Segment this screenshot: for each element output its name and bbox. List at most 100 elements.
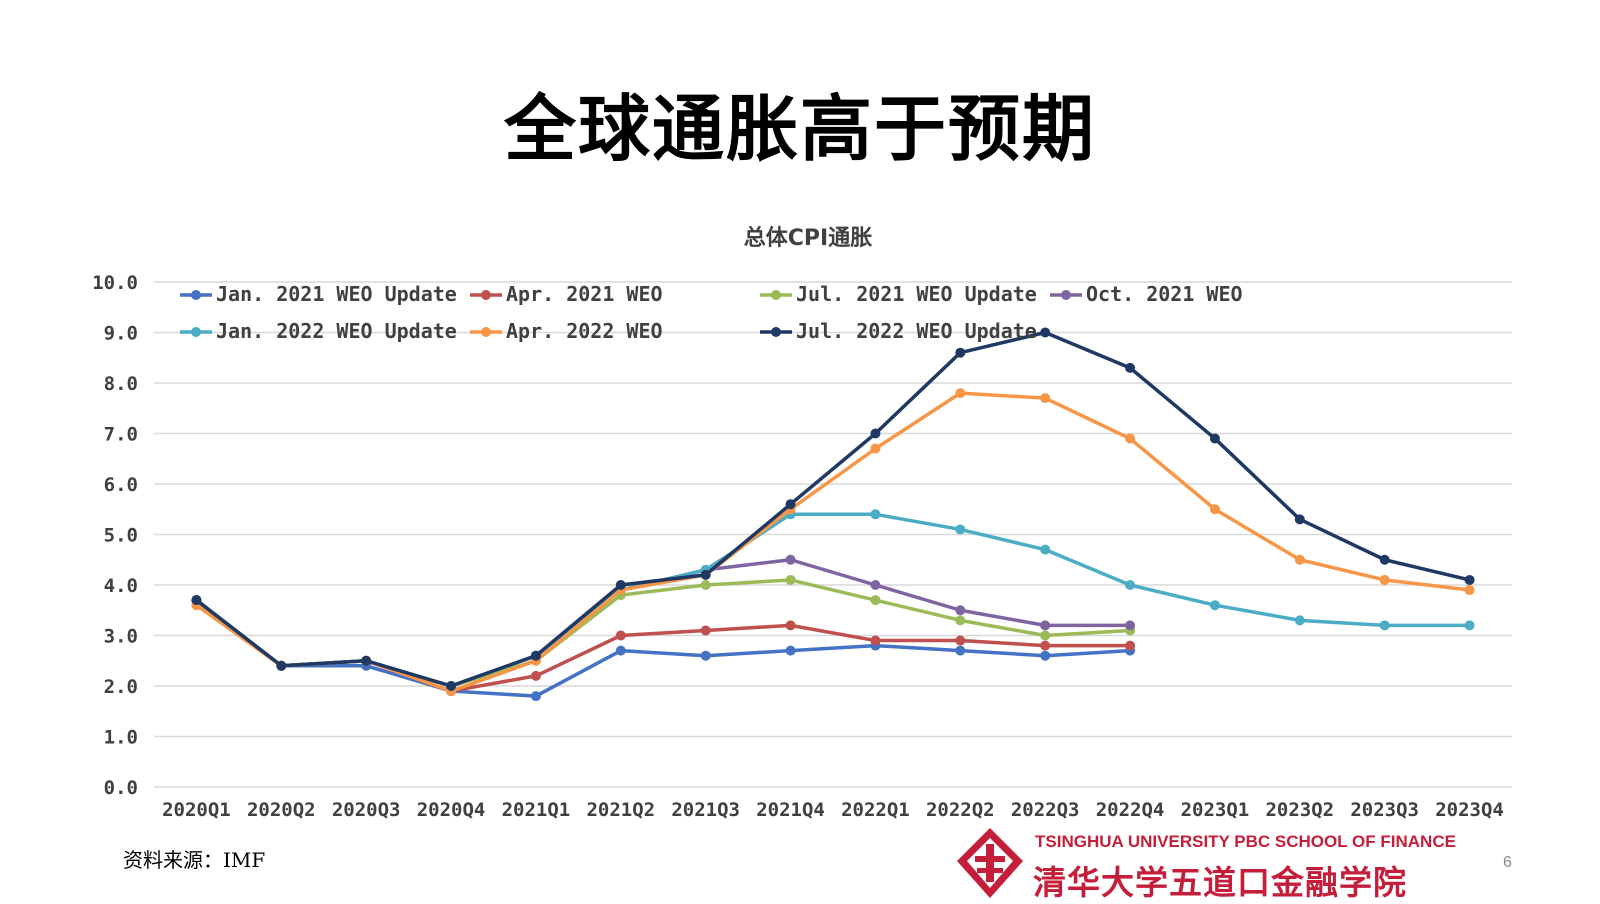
x-tick-label: 2023Q3 [1350, 799, 1419, 821]
x-axis-ticks: 2020Q1 2020Q2 2020Q3 2020Q4 2021Q1 2021Q2 2021… [162, 799, 1504, 821]
data-point [1040, 630, 1051, 641]
source-note: 资料来源：IMF [123, 848, 266, 872]
data-point [785, 620, 796, 631]
legend-item: Apr. 2022 WEO [470, 319, 663, 343]
legend-item: Jan. 2021 WEO Update [180, 282, 457, 306]
chart-gridlines [154, 281, 1512, 788]
data-point [1040, 640, 1051, 651]
y-axis-ticks: 0.0 1.0 2.0 3.0 4.0 5.0 6.0 7.0 8.0 9.0 10.0 [92, 272, 138, 799]
y-tick-label: 5.0 [104, 525, 138, 547]
data-point [1125, 580, 1136, 590]
legend-item: Jul. 2022 WEO Update [760, 319, 1037, 343]
data-point [1379, 574, 1390, 585]
data-point [785, 554, 796, 565]
legend-label: Jul. 2022 WEO Update [796, 319, 1037, 343]
data-point [1125, 620, 1136, 631]
data-point [1040, 544, 1051, 555]
x-tick-label: 2023Q1 [1181, 799, 1250, 821]
data-point [615, 645, 626, 656]
data-point [1209, 600, 1220, 611]
data-point [870, 635, 881, 646]
legend-item: Jan. 2022 WEO Update [180, 319, 457, 343]
legend-marker-icon [1061, 290, 1071, 300]
legend-label: Jul. 2021 WEO Update [796, 282, 1037, 306]
x-tick-label: 2022Q3 [1011, 799, 1080, 821]
x-tick-label: 2022Q2 [926, 799, 995, 821]
x-tick-label: 2021Q4 [756, 799, 825, 821]
y-tick-label: 9.0 [104, 323, 138, 345]
chart-legend: Jan. 2021 WEO Update Apr. 2021 WEO Jul. 20… [180, 282, 1243, 343]
x-tick-label: 2021Q2 [586, 799, 655, 821]
series-lines [191, 327, 1475, 702]
series-1 [191, 595, 1136, 697]
data-point [1294, 615, 1305, 626]
data-point [1464, 620, 1475, 631]
data-point [870, 509, 881, 520]
data-point [1125, 640, 1136, 651]
y-tick-label: 10.0 [92, 272, 138, 294]
legend-item: Apr. 2021 WEO [470, 282, 663, 306]
data-point [1294, 554, 1305, 565]
data-point [870, 580, 881, 590]
data-point [955, 605, 966, 616]
x-tick-label: 2020Q3 [332, 799, 401, 821]
series-line [195, 512, 1470, 688]
x-tick-label: 2021Q3 [671, 799, 740, 821]
legend-item: Jul. 2021 WEO Update [760, 282, 1037, 306]
data-point [276, 660, 287, 671]
x-tick-label: 2020Q1 [162, 799, 231, 821]
series-6 [191, 327, 1475, 691]
data-point [361, 655, 372, 666]
school-name-chinese: 清华大学五道口金融学院 [1033, 863, 1407, 902]
chart-title: 总体CPI通胀 [744, 225, 872, 251]
data-point [955, 635, 966, 646]
x-tick-label: 2020Q4 [417, 799, 486, 821]
data-point [1040, 393, 1051, 404]
data-point [700, 650, 711, 661]
legend-marker-icon [191, 327, 201, 337]
data-point [615, 630, 626, 641]
series-3 [191, 554, 1136, 691]
legend-item: Oct. 2021 WEO [1050, 282, 1243, 306]
data-point [785, 499, 796, 510]
series-line [195, 330, 1470, 688]
data-point [1294, 514, 1305, 525]
legend-label: Jan. 2021 WEO Update [216, 282, 457, 306]
x-tick-label: 2022Q1 [841, 799, 910, 821]
data-point [191, 595, 202, 606]
series-0 [191, 595, 1136, 702]
data-point [700, 569, 711, 580]
data-point [530, 650, 541, 661]
x-tick-label: 2020Q2 [247, 799, 316, 821]
data-point [700, 625, 711, 636]
legend-marker-icon [771, 290, 781, 300]
school-emblem-icon [957, 828, 1023, 898]
legend-marker-icon [771, 327, 781, 337]
data-point [1379, 620, 1390, 631]
data-point [870, 443, 881, 454]
data-point [530, 691, 541, 702]
data-point [785, 645, 796, 656]
data-point [955, 645, 966, 656]
data-point [955, 615, 966, 626]
data-point [446, 681, 457, 691]
school-name-english: TSINGHUA UNIVERSITY PBC SCHOOL OF FINANC… [1035, 832, 1456, 851]
school-logo: TSINGHUA UNIVERSITY PBC SCHOOL OF FINANC… [955, 826, 1456, 902]
legend-label: Oct. 2021 WEO [1086, 282, 1243, 306]
y-tick-label: 6.0 [104, 474, 138, 496]
y-tick-label: 1.0 [104, 727, 138, 749]
data-point [870, 428, 881, 439]
x-tick-label: 2023Q2 [1265, 799, 1334, 821]
y-tick-label: 8.0 [104, 373, 138, 395]
data-point [700, 580, 711, 590]
data-point [1464, 574, 1475, 585]
legend-label: Jan. 2022 WEO Update [216, 319, 457, 343]
data-point [530, 670, 541, 681]
data-point [615, 580, 626, 590]
data-point [1464, 585, 1475, 596]
x-tick-label: 2021Q1 [502, 799, 571, 821]
data-point [1209, 504, 1220, 515]
data-point [785, 574, 796, 585]
data-point [1040, 327, 1051, 338]
